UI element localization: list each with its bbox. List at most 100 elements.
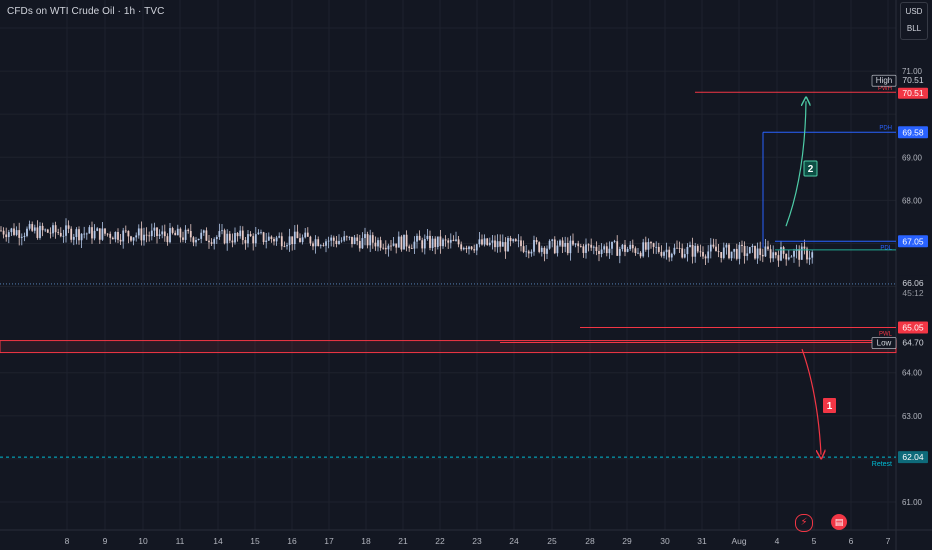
- candle-body: [585, 244, 587, 253]
- candle-body: [769, 249, 772, 259]
- candle-body: [694, 245, 697, 257]
- candle-body: [280, 236, 283, 247]
- candle-body: [423, 238, 426, 249]
- candle-body: [605, 246, 608, 254]
- pwl-value-bg: [898, 321, 928, 334]
- pdh-tag: PDH: [879, 125, 892, 131]
- candle-body: [475, 244, 478, 251]
- currency-secondary: BLL: [906, 24, 922, 33]
- candle-body: [304, 232, 307, 238]
- candle-body: [660, 251, 663, 256]
- candle-body: [202, 230, 205, 233]
- candle-body: [663, 252, 665, 256]
- candle-body: [104, 228, 106, 234]
- candle-body: [195, 239, 197, 243]
- candle-body: [260, 232, 262, 234]
- candle-body: [5, 234, 8, 238]
- candle-body: [735, 248, 738, 259]
- candle-body: [187, 229, 190, 232]
- candle-body: [179, 228, 182, 238]
- candle-body: [611, 241, 613, 249]
- candle-body: [517, 240, 520, 242]
- candle-body: [725, 244, 728, 248]
- candle-body: [410, 248, 413, 249]
- candle-body: [408, 246, 411, 249]
- candle-body: [345, 236, 348, 238]
- candle-body: [283, 246, 286, 248]
- candle-body: [392, 243, 395, 246]
- candle-body: [371, 235, 374, 243]
- candle-body: [473, 249, 476, 251]
- candle-body: [429, 235, 431, 248]
- candle-body: [390, 245, 392, 247]
- candle-body: [327, 240, 330, 242]
- candle-body: [171, 228, 174, 233]
- candle-body: [166, 236, 169, 243]
- candle-body: [538, 242, 541, 252]
- candle-body: [811, 252, 814, 258]
- lightning-icon[interactable]: ⚡: [795, 514, 813, 532]
- candle-body: [442, 239, 444, 247]
- candle-body: [470, 246, 473, 250]
- candle-body: [704, 256, 707, 259]
- candle-body: [265, 240, 268, 243]
- candle-body: [808, 257, 811, 260]
- current-countdown: 45:12: [902, 288, 924, 298]
- candle-body: [639, 252, 642, 257]
- candle-body: [681, 248, 684, 258]
- candle-body: [176, 228, 179, 236]
- x-tick-label: 7: [886, 536, 891, 546]
- candle-body: [317, 239, 320, 246]
- candle-body: [577, 243, 580, 247]
- candle-body: [777, 255, 780, 261]
- candle-body: [780, 247, 782, 261]
- candle-body: [400, 236, 403, 250]
- candle-body: [707, 251, 710, 259]
- candle-body: [369, 235, 372, 246]
- candle-body: [598, 251, 600, 255]
- candle-body: [67, 225, 70, 229]
- candle-body: [150, 230, 153, 237]
- candle-body: [241, 230, 244, 241]
- candle-body: [10, 228, 13, 233]
- candle-body: [106, 233, 109, 235]
- candle-body: [210, 242, 213, 244]
- candle-body: [200, 232, 203, 239]
- candle-body: [683, 254, 686, 258]
- candle-body: [143, 234, 145, 241]
- candle-body: [452, 239, 455, 241]
- candle-body: [319, 245, 322, 247]
- candle-body: [379, 240, 382, 248]
- pdl-value: 67.05: [902, 236, 924, 246]
- candle-body: [262, 232, 265, 243]
- candle-body: [59, 232, 62, 237]
- candle-body: [652, 243, 655, 247]
- low-tag-box: [871, 337, 897, 349]
- candle-body: [746, 253, 749, 256]
- candle-body: [592, 246, 595, 248]
- candle-body: [174, 232, 177, 236]
- candle-body: [291, 236, 294, 245]
- high-value-bg: [898, 74, 928, 86]
- currency-unit: USD: [905, 7, 923, 16]
- retest-tag: Retest: [872, 461, 892, 468]
- candle-body: [330, 237, 333, 241]
- candle-body: [218, 231, 221, 237]
- candle-body: [782, 247, 785, 254]
- candle-body: [647, 242, 650, 250]
- candle-body: [455, 239, 457, 241]
- currency-unit-box[interactable]: USD BLL: [900, 2, 928, 40]
- candle-body: [634, 248, 637, 254]
- candle-body: [145, 234, 148, 236]
- candle-body: [301, 237, 304, 243]
- candle-body: [722, 247, 725, 258]
- candle-body: [226, 233, 229, 244]
- candle-body: [236, 232, 239, 237]
- candle-body: [483, 238, 486, 245]
- candle-body: [790, 256, 793, 258]
- flag-icon[interactable]: ▤: [831, 514, 847, 530]
- candle-body: [182, 237, 184, 240]
- candle-body: [361, 238, 364, 249]
